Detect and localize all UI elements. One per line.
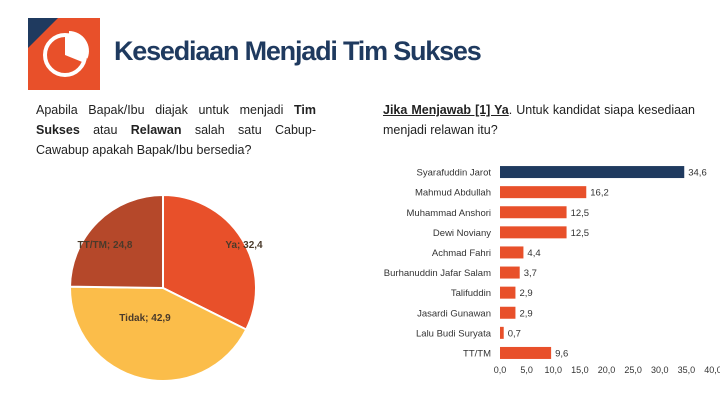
bar-category-label: Syarafuddin Jarot	[417, 168, 492, 179]
bar-value-label: 9,6	[555, 348, 568, 359]
x-tick-label: 5,0	[520, 365, 533, 375]
bar	[500, 246, 524, 259]
bar-chart: Syarafuddin Jarot 34,6 Mahmud Abdullah 16,2…	[384, 166, 720, 375]
x-tick-label: 10,0	[544, 365, 562, 375]
pie-slice	[69, 285, 248, 382]
bar-category-label: Achmad Fahri	[432, 248, 491, 259]
bar	[500, 166, 685, 179]
pie-chart: Ya; 32,4 Tidak; 42,9 TT/TM; 24,8	[68, 193, 263, 382]
bar	[500, 326, 504, 339]
x-tick-label: 40,0	[704, 365, 720, 375]
logo-corner	[28, 18, 58, 48]
left-question-bold-1: Tim Sukses	[36, 103, 316, 137]
x-tick-label: 35,0	[678, 365, 696, 375]
bar-category-label: Mahmud Abdullah	[415, 188, 491, 199]
left-question-text-3: salah satu Cabup-Cawabup apakah Bapak/Ib…	[36, 123, 316, 157]
pie-slice-label: TT/TM; 24,8	[77, 240, 132, 251]
bar-category-label: Talifuddin	[451, 288, 491, 299]
bar-value-label: 2,9	[519, 308, 532, 319]
pie-slice-label: Ya; 32,4	[225, 240, 263, 251]
bar-value-label: 34,6	[688, 168, 707, 179]
page-title: Kesediaan Menjadi Tim Sukses	[114, 36, 482, 66]
bar-category-label: Lalu Budi Suryata	[416, 328, 492, 339]
bar	[500, 206, 567, 219]
x-tick-label: 25,0	[624, 365, 642, 375]
bar-value-label: 3,7	[524, 268, 537, 279]
right-question-bold: Jika Menjawab [1] Ya	[383, 103, 509, 117]
bar-value-label: 12,5	[571, 228, 590, 239]
right-question-text: . Untuk kandidat siapa kesediaan menjadi…	[383, 103, 695, 137]
left-question-text-1: Apabila Bapak/Ibu diajak untuk menjadi	[36, 103, 294, 117]
bar-category-label: Muhammad Anshori	[407, 208, 491, 219]
bar	[500, 346, 552, 359]
right-question: Jika Menjawab [1] Ya. Untuk kandidat sia…	[383, 100, 695, 140]
bar	[500, 286, 516, 299]
bar-value-label: 12,5	[571, 208, 590, 219]
bar-category-label: TT/TM	[463, 348, 491, 359]
pie-slice	[68, 193, 164, 290]
bar	[500, 306, 516, 319]
left-question: Apabila Bapak/Ibu diajak untuk menjadi T…	[36, 100, 316, 160]
bar	[500, 266, 520, 279]
bar	[500, 226, 567, 239]
x-tick-label: 15,0	[571, 365, 589, 375]
bar-category-label: Dewi Noviany	[433, 228, 491, 239]
pie-glyph-icon	[43, 31, 89, 77]
x-tick-label: 20,0	[598, 365, 616, 375]
x-tick-label: 0,0	[494, 365, 507, 375]
x-tick-label: 30,0	[651, 365, 669, 375]
bar-category-label: Jasardi Gunawan	[417, 308, 491, 319]
pie-slice	[162, 193, 257, 331]
bar-value-label: 16,2	[590, 188, 609, 199]
bar-value-label: 4,4	[527, 248, 540, 259]
bar	[500, 186, 587, 199]
pie-slice-label: Tidak; 42,9	[119, 313, 171, 324]
left-question-text-2: atau	[79, 123, 131, 137]
bar-value-label: 2,9	[519, 288, 532, 299]
left-question-bold-2: Relawan	[130, 123, 182, 137]
bar-value-label: 0,7	[508, 328, 521, 339]
pie-chart-logo-icon	[28, 18, 100, 90]
bar-category-label: Burhanuddin Jafar Salam	[384, 268, 491, 279]
